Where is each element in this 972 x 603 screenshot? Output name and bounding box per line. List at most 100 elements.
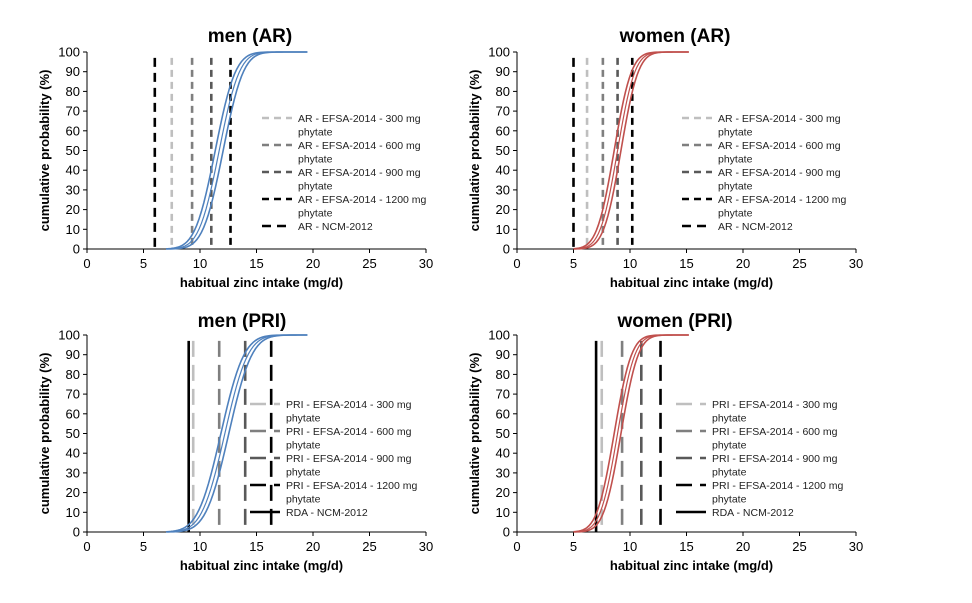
legend-label: AR - EFSA-2014 - 1200 mg bbox=[298, 194, 427, 206]
y-tick-label: 100 bbox=[58, 328, 80, 343]
y-tick-label: 0 bbox=[73, 242, 80, 257]
x-axis-label: habitual zinc intake (mg/d) bbox=[180, 275, 343, 290]
x-tick-label: 10 bbox=[193, 539, 207, 554]
y-tick-label: 40 bbox=[66, 163, 80, 178]
chart-title: men (AR) bbox=[208, 26, 292, 47]
x-tick-label: 25 bbox=[362, 539, 376, 554]
y-tick-label: 20 bbox=[496, 485, 510, 500]
y-axis-label: cumulative probability (%) bbox=[467, 353, 482, 515]
legend-label: AR - EFSA-2014 - 600 mg bbox=[298, 140, 421, 152]
x-tick-label: 5 bbox=[570, 256, 577, 271]
y-tick-label: 90 bbox=[66, 347, 80, 362]
legend-label: PRI - EFSA-2014 - 900 mg bbox=[286, 453, 412, 465]
x-axis-label: habitual zinc intake (mg/d) bbox=[610, 558, 773, 573]
legend-label: phytate bbox=[286, 494, 321, 506]
y-tick-label: 70 bbox=[66, 104, 80, 119]
legend-label: phytate bbox=[286, 467, 321, 479]
y-tick-label: 100 bbox=[488, 328, 510, 343]
legend-label: PRI - EFSA-2014 - 600 mg bbox=[712, 426, 838, 438]
legend-label: phytate bbox=[712, 440, 747, 452]
legend-item: AR - EFSA-2014 - 600 mg phytate bbox=[262, 140, 421, 166]
chart-panel: men (AR) 0 10 20 30 40 50 60 70 80 90 100 0 5 10 15 20 25… bbox=[37, 26, 433, 290]
y-tick-label: 80 bbox=[66, 84, 80, 99]
legend-label: AR - EFSA-2014 - 300 mg bbox=[298, 113, 421, 125]
legend-label: phytate bbox=[718, 208, 753, 220]
legend-label: AR - EFSA-2014 - 1200 mg bbox=[718, 194, 847, 206]
legend-item: AR - EFSA-2014 - 300 mg phytate bbox=[682, 113, 841, 139]
y-tick-label: 10 bbox=[66, 505, 80, 520]
legend-item: AR - EFSA-2014 - 900 mg phytate bbox=[262, 167, 421, 193]
y-tick-label: 50 bbox=[66, 426, 80, 441]
legend-label: AR - NCM-2012 bbox=[718, 221, 793, 233]
y-tick-label: 80 bbox=[496, 367, 510, 382]
legend-item: PRI - EFSA-2014 - 600 mg phytate bbox=[250, 426, 412, 452]
y-tick-label: 20 bbox=[66, 202, 80, 217]
y-tick-label: 40 bbox=[496, 163, 510, 178]
legend-label: phytate bbox=[298, 181, 333, 193]
y-tick-label: 50 bbox=[496, 143, 510, 158]
legend-label: phytate bbox=[286, 413, 321, 425]
y-tick-label: 90 bbox=[66, 64, 80, 79]
y-tick-label: 100 bbox=[488, 45, 510, 60]
legend-item: PRI - EFSA-2014 - 300 mg phytate bbox=[250, 399, 412, 425]
x-tick-label: 30 bbox=[849, 539, 863, 554]
y-tick-label: 20 bbox=[496, 202, 510, 217]
cumulative-curve-median bbox=[573, 334, 689, 533]
legend-label: PRI - EFSA-2014 - 300 mg bbox=[286, 399, 412, 411]
y-axis-label: cumulative probability (%) bbox=[467, 70, 482, 232]
y-tick-label: 60 bbox=[496, 123, 510, 138]
legend-label: phytate bbox=[286, 440, 321, 452]
y-axis-label: cumulative probability (%) bbox=[37, 70, 52, 232]
x-axis-label: habitual zinc intake (mg/d) bbox=[180, 558, 343, 573]
legend-item: PRI - EFSA-2014 - 900 mg phytate bbox=[250, 453, 412, 479]
x-tick-label: 0 bbox=[83, 256, 90, 271]
chart-panel: women (PRI) 0 10 20 30 40 50 60 70 80 90 100 0 5 10 15 2… bbox=[467, 311, 863, 573]
legend-item: RDA - NCM-2012 bbox=[676, 507, 794, 519]
x-tick-label: 20 bbox=[736, 539, 750, 554]
y-tick-label: 30 bbox=[66, 465, 80, 480]
legend-item: PRI - EFSA-2014 - 1200 mg phytate bbox=[250, 480, 417, 506]
y-tick-label: 90 bbox=[496, 347, 510, 362]
legend-item: AR - EFSA-2014 - 300 mg phytate bbox=[262, 113, 421, 139]
y-tick-label: 30 bbox=[66, 182, 80, 197]
x-tick-label: 20 bbox=[306, 256, 320, 271]
y-tick-label: 30 bbox=[496, 182, 510, 197]
y-tick-label: 70 bbox=[496, 104, 510, 119]
x-tick-label: 30 bbox=[419, 539, 433, 554]
x-tick-label: 5 bbox=[140, 256, 147, 271]
cumulative-curve-bound bbox=[573, 51, 689, 250]
x-tick-label: 10 bbox=[623, 256, 637, 271]
y-tick-label: 0 bbox=[503, 525, 510, 540]
y-tick-label: 80 bbox=[66, 367, 80, 382]
y-tick-label: 20 bbox=[66, 485, 80, 500]
y-tick-label: 80 bbox=[496, 84, 510, 99]
legend-label: RDA - NCM-2012 bbox=[712, 507, 794, 519]
x-axis-label: habitual zinc intake (mg/d) bbox=[610, 275, 773, 290]
y-tick-label: 60 bbox=[66, 406, 80, 421]
y-tick-label: 40 bbox=[66, 446, 80, 461]
legend-label: phytate bbox=[298, 208, 333, 220]
x-tick-label: 20 bbox=[736, 256, 750, 271]
x-tick-label: 5 bbox=[570, 539, 577, 554]
y-tick-label: 10 bbox=[496, 222, 510, 237]
y-tick-label: 60 bbox=[66, 123, 80, 138]
legend-item: AR - EFSA-2014 - 1200 mg phytate bbox=[262, 194, 427, 220]
legend-label: AR - EFSA-2014 - 300 mg bbox=[718, 113, 841, 125]
legend-item: AR - EFSA-2014 - 1200 mg phytate bbox=[682, 194, 847, 220]
x-tick-label: 25 bbox=[362, 256, 376, 271]
cumulative-curve-bound bbox=[166, 51, 308, 250]
x-tick-label: 15 bbox=[249, 256, 263, 271]
x-tick-label: 20 bbox=[306, 539, 320, 554]
legend-item: AR - NCM-2012 bbox=[682, 221, 793, 233]
legend-label: phytate bbox=[718, 127, 753, 139]
x-tick-label: 0 bbox=[513, 256, 520, 271]
legend-item: PRI - EFSA-2014 - 900 mg phytate bbox=[676, 453, 838, 479]
y-tick-label: 0 bbox=[73, 525, 80, 540]
y-tick-label: 50 bbox=[496, 426, 510, 441]
legend-item: AR - NCM-2012 bbox=[262, 221, 373, 233]
y-tick-label: 10 bbox=[66, 222, 80, 237]
x-tick-label: 15 bbox=[249, 539, 263, 554]
legend-label: phytate bbox=[718, 154, 753, 166]
y-axis-label: cumulative probability (%) bbox=[37, 353, 52, 515]
cumulative-curve-median bbox=[166, 51, 308, 250]
